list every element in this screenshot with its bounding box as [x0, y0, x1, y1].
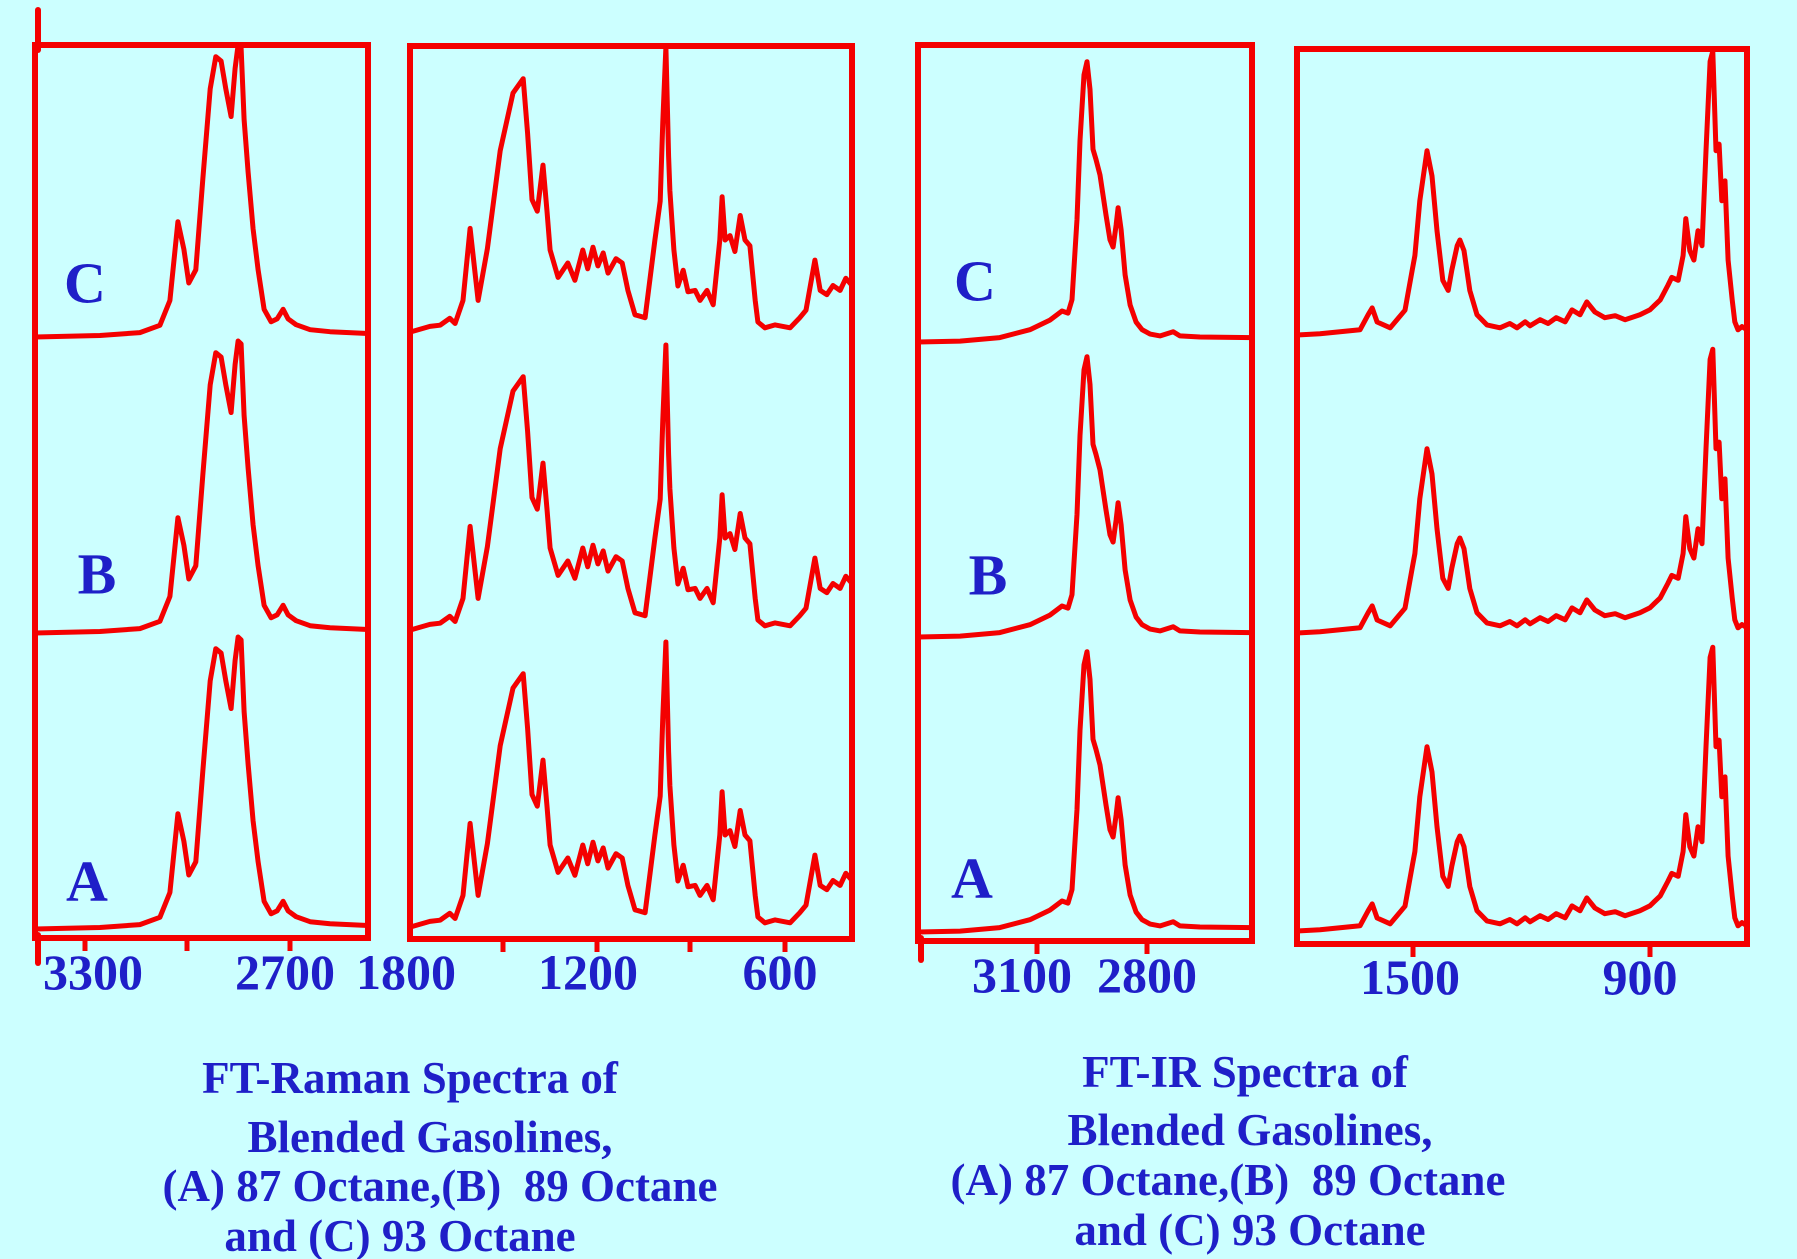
raman-ch-panel-row-label-B: B [78, 542, 117, 607]
ir-fingerprint-panel-axis-label: 900 [1603, 949, 1678, 1005]
raman-ch-panel-axis-label: 2700 [235, 944, 335, 1000]
caption-right-line-1: FT-IR Spectra of [1082, 1047, 1408, 1097]
raman-ch-panel-row-label-C: C [64, 251, 106, 316]
caption-left-line-2: Blended Gasolines, [247, 1112, 613, 1162]
caption-left-line-3: (A) 87 Octane,(B) 89 Octane [162, 1161, 718, 1211]
ir-fingerprint-panel-axis-label: 1500 [1360, 949, 1460, 1005]
ir-ch-panel-trace-B [915, 354, 1255, 640]
caption-left-line-4: and (C) 93 Octane [224, 1211, 576, 1259]
ir-fingerprint-panel-trace-A [1294, 644, 1750, 934]
ir-ch-panel-trace-C [915, 59, 1255, 345]
raman-fingerprint-panel-trace-B [407, 342, 855, 633]
raman-fingerprint-panel-frame [407, 43, 855, 942]
raman-fingerprint-panel-axis-label: 1200 [538, 944, 638, 1000]
ir-ch-panel-axis-label: 2800 [1097, 947, 1197, 1003]
raman-fingerprint-panel-trace-A [407, 639, 855, 930]
ir-ch-panel-frame [915, 42, 1255, 944]
ir-ch-panel-row-label-A: A [951, 846, 993, 911]
ir-ch-panel-trace-A [915, 649, 1255, 935]
raman-fingerprint-panel-axis-label: 1800 [356, 944, 456, 1000]
raman-fingerprint-panel-trace-C [407, 44, 855, 335]
raman-fingerprint-panel-axis-label: 600 [743, 944, 818, 1000]
raman-ch-panel-row-label-A: A [66, 849, 108, 914]
ir-fingerprint-panel-trace-B [1294, 346, 1750, 636]
raman-ch-panel-axis-label: 3300 [43, 944, 143, 1000]
raman-ch-panel-frame [32, 42, 371, 941]
raman-ch-panel-trace-B [32, 338, 371, 636]
ir-fingerprint-panel-frame [1294, 46, 1750, 947]
caption-right-line-3: (A) 87 Octane,(B) 89 Octane [950, 1155, 1506, 1205]
raman-ch-panel-trace-A [32, 634, 371, 932]
ir-fingerprint-panel-trace-C [1294, 48, 1750, 338]
raman-ch-panel-trace-C [32, 42, 371, 340]
ir-ch-panel-axis-label: 3100 [972, 947, 1072, 1003]
ir-ch-panel-row-label-C: C [954, 249, 996, 314]
caption-right-line-4: and (C) 93 Octane [1074, 1205, 1426, 1255]
caption-right-line-2: Blended Gasolines, [1067, 1105, 1433, 1155]
ir-ch-panel-row-label-B: B [969, 543, 1008, 608]
caption-left-line-1: FT-Raman Spectra of [202, 1053, 618, 1103]
